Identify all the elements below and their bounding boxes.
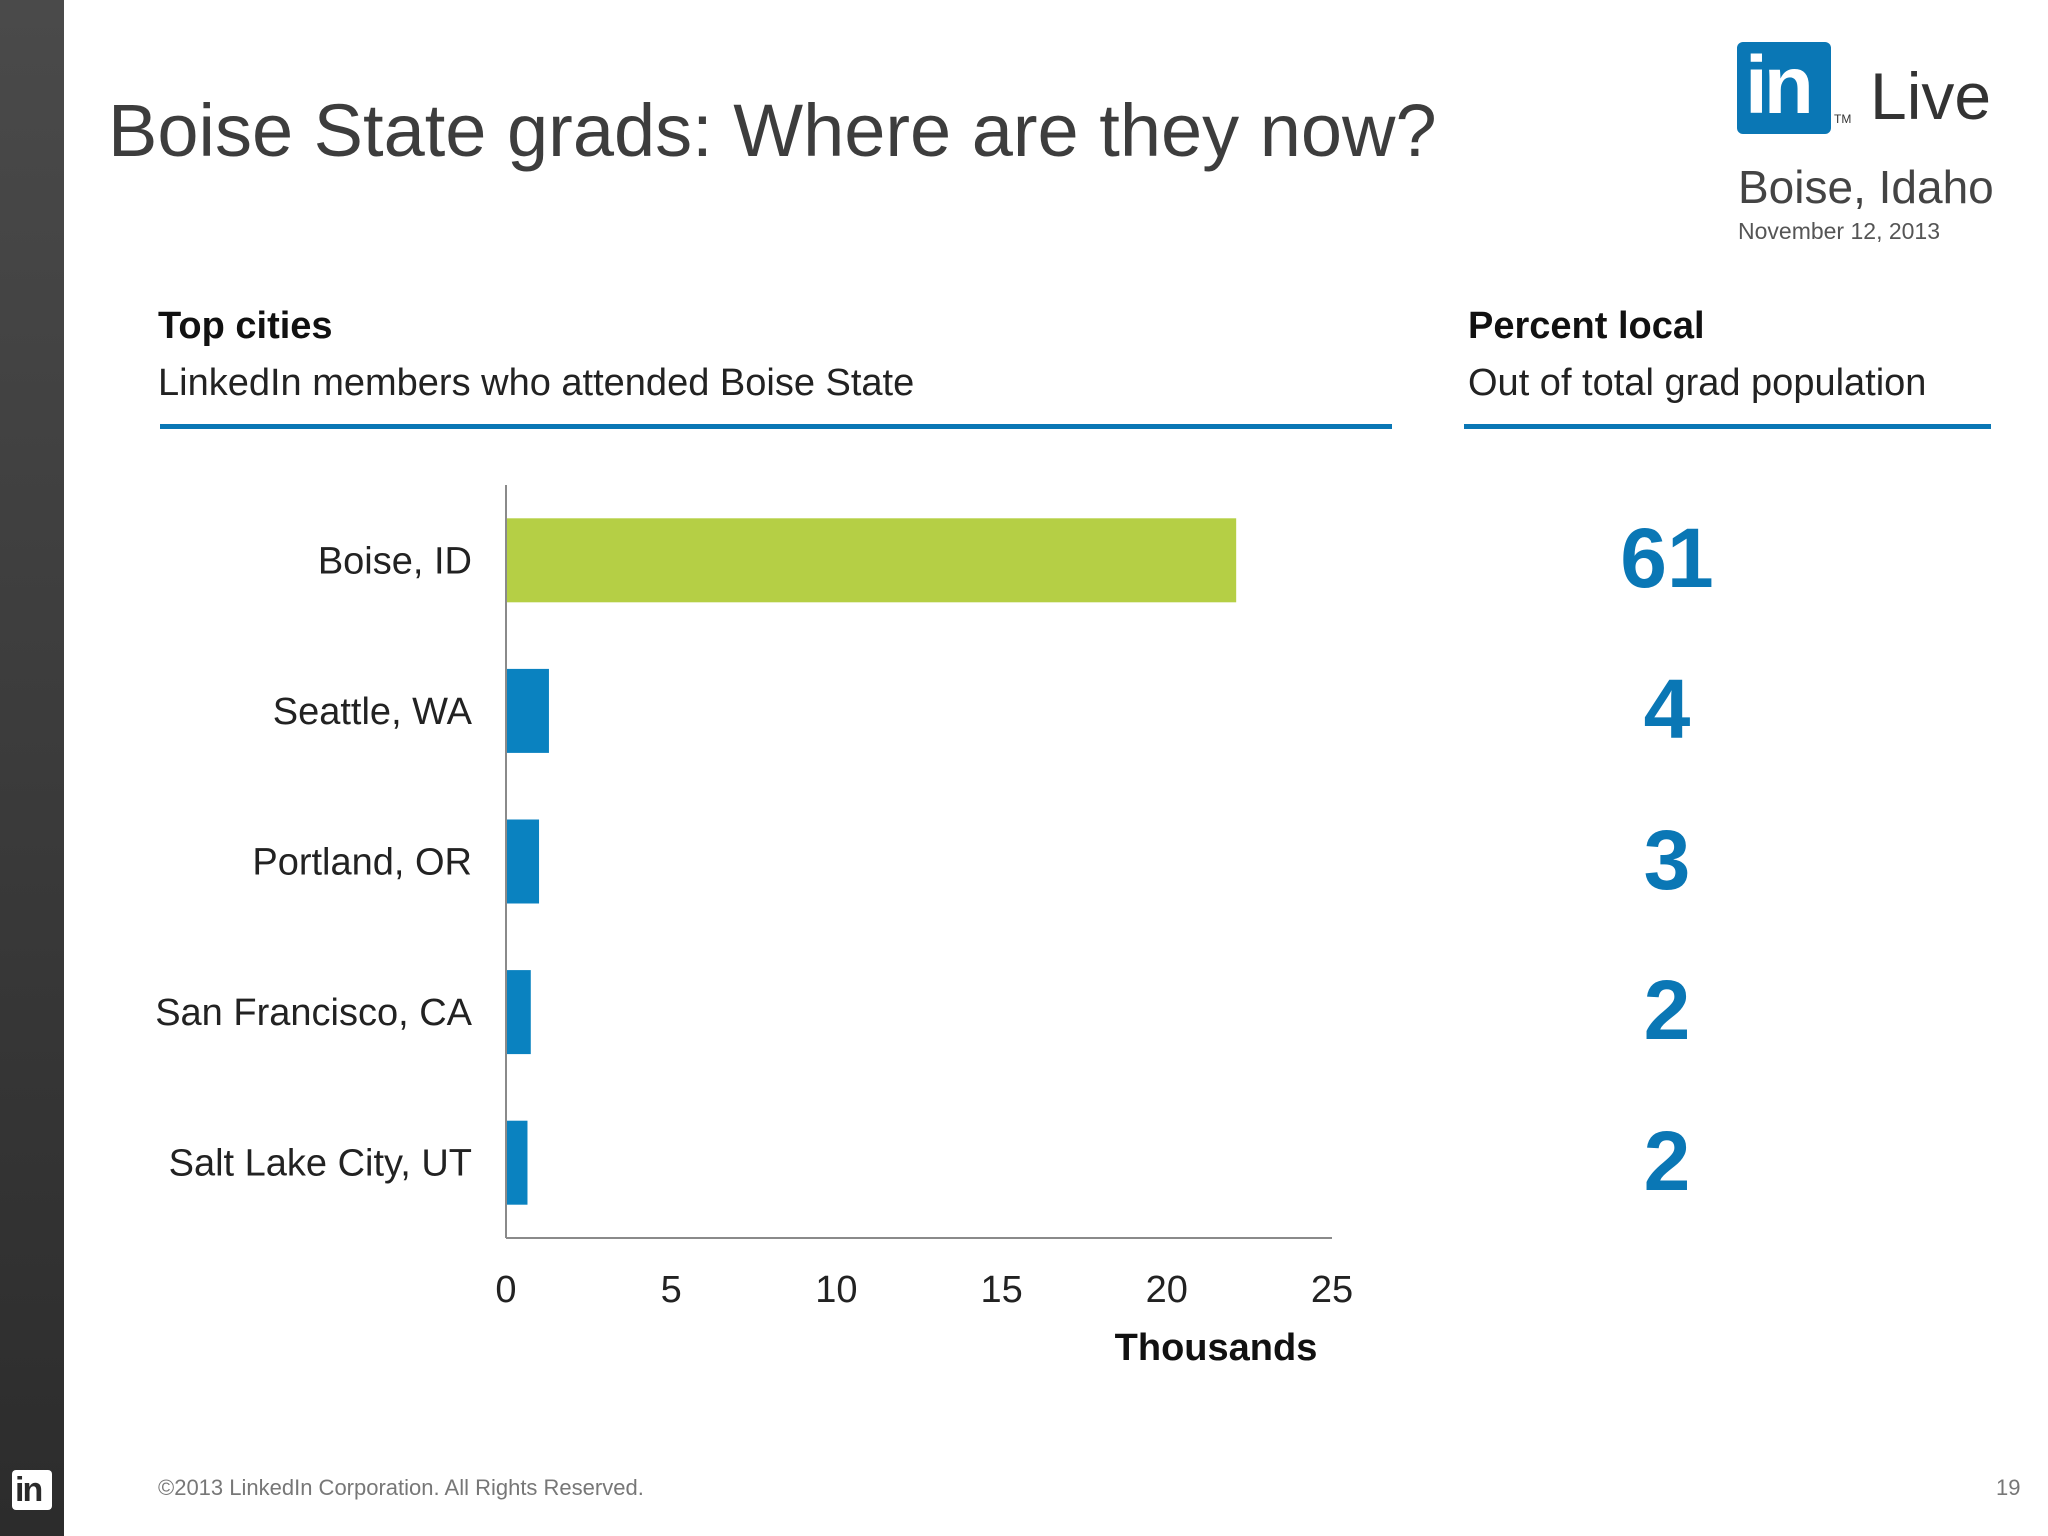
- x-tick-label-5: 5: [661, 1269, 682, 1311]
- x-tick-label-25: 25: [1311, 1269, 1353, 1311]
- category-label-3: Portland, OR: [252, 842, 472, 884]
- category-label-2: Seattle, WA: [273, 691, 473, 733]
- top-cities-subheading: LinkedIn members who attended Boise Stat…: [158, 362, 915, 404]
- right-section-rule: [1464, 424, 1991, 429]
- percent-local-value: 2: [1643, 1113, 1691, 1208]
- slide-title: Boise State grads: Where are they now?: [108, 89, 1437, 172]
- event-city: Boise, Idaho: [1738, 161, 1994, 213]
- percent-local-value: 4: [1643, 661, 1691, 756]
- page-number: 19: [1996, 1475, 2021, 1500]
- percent-local-value: 3: [1643, 812, 1691, 907]
- x-tick-label-20: 20: [1146, 1269, 1188, 1311]
- left-sidebar-bar: in: [0, 0, 64, 1536]
- category-label-5: Salt Lake City, UT: [169, 1143, 472, 1185]
- linkedin-icon: in: [12, 1470, 52, 1510]
- x-tick-label-10: 10: [815, 1269, 857, 1311]
- percent-local-subheading: Out of total grad population: [1468, 362, 1927, 404]
- percent-local-value: 61: [1620, 511, 1714, 606]
- x-tick-label-0: 0: [495, 1269, 516, 1311]
- logo-live-text: Live: [1870, 59, 1992, 133]
- bar-2: [506, 668, 549, 753]
- trademark-mark: TM: [1834, 112, 1852, 126]
- bar-5: [506, 1120, 528, 1205]
- category-label-4: San Francisco, CA: [155, 992, 472, 1034]
- event-date: November 12, 2013: [1738, 218, 1941, 244]
- bar-3: [506, 819, 540, 904]
- x-axis-label: Thousands: [1115, 1327, 1318, 1369]
- x-tick-label-15: 15: [980, 1269, 1022, 1311]
- percent-local-value: 2: [1643, 963, 1691, 1058]
- category-label-1: Boise, ID: [318, 540, 472, 582]
- top-cities-heading: Top cities: [158, 305, 333, 347]
- bar-4: [506, 970, 531, 1055]
- percent-local-heading: Percent local: [1468, 305, 1705, 347]
- left-section-rule: [160, 424, 1392, 429]
- bar-1: [506, 518, 1237, 603]
- linkedin-logo-icon: in: [1737, 40, 1831, 134]
- copyright-footer: ©2013 LinkedIn Corporation. All Rights R…: [158, 1475, 644, 1500]
